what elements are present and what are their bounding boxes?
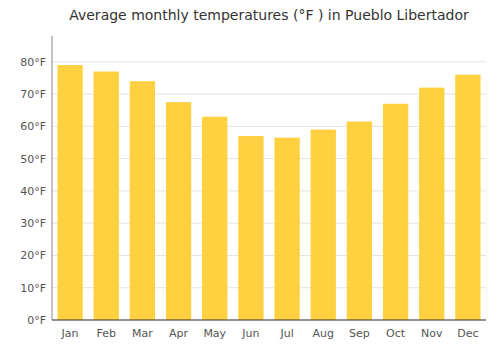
chart-svg: Average monthly temperatures (°F ) in Pu… xyxy=(0,0,500,350)
x-tick-label: Jan xyxy=(61,327,79,340)
bar xyxy=(419,88,444,320)
x-tick-label: Apr xyxy=(169,327,189,340)
y-tick-label: 50°F xyxy=(20,153,46,166)
bar xyxy=(130,81,155,320)
bar xyxy=(202,117,227,320)
y-tick-label: 30°F xyxy=(20,217,46,230)
x-tick-label: Dec xyxy=(457,327,478,340)
x-tick-label: Jun xyxy=(241,327,259,340)
y-tick-label: 20°F xyxy=(20,249,46,262)
x-tick-label: Aug xyxy=(313,327,334,340)
chart-title: Average monthly temperatures (°F ) in Pu… xyxy=(69,7,469,23)
bar xyxy=(311,130,336,320)
bars xyxy=(57,65,480,320)
bar xyxy=(166,102,191,320)
x-tick-label: Feb xyxy=(97,327,116,340)
x-tick-label: Sep xyxy=(349,327,370,340)
grid xyxy=(52,62,486,320)
bar xyxy=(238,136,263,320)
y-tick-label: 70°F xyxy=(20,88,46,101)
chart-container: Average monthly temperatures (°F ) in Pu… xyxy=(0,0,500,350)
bar xyxy=(57,65,82,320)
bar xyxy=(383,104,408,320)
x-tick-label: Mar xyxy=(132,327,153,340)
y-tick-label: 60°F xyxy=(20,120,46,133)
bar xyxy=(347,122,372,320)
bar xyxy=(274,138,299,320)
x-tick-label: May xyxy=(203,327,226,340)
bar xyxy=(94,72,119,321)
x-tick-label: Oct xyxy=(386,327,406,340)
grid-line xyxy=(52,320,486,321)
x-axis-line xyxy=(52,320,486,321)
y-tick-label: 0°F xyxy=(27,314,46,327)
y-axis-line xyxy=(52,36,53,320)
bar xyxy=(455,75,480,320)
y-tick-label: 40°F xyxy=(20,185,46,198)
x-tick-label: Jul xyxy=(279,327,293,340)
y-tick-label: 10°F xyxy=(20,282,46,295)
y-tick-label: 80°F xyxy=(20,56,46,69)
grid-line xyxy=(52,61,486,62)
x-tick-label: Nov xyxy=(421,327,443,340)
